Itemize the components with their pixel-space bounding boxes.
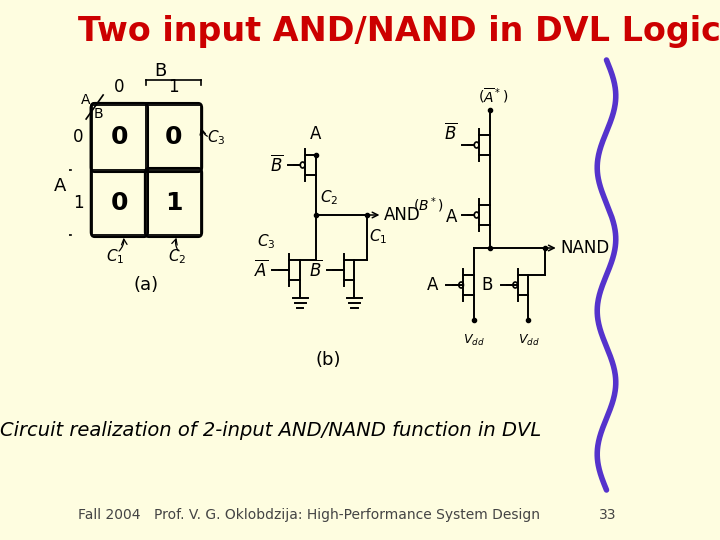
Text: NAND: NAND: [560, 239, 609, 257]
Text: 0: 0: [111, 125, 128, 150]
Text: $\overline{B}$: $\overline{B}$: [309, 260, 322, 280]
Text: $V_{dd}$: $V_{dd}$: [464, 333, 485, 348]
Text: Two input AND/NAND in DVL Logic: Two input AND/NAND in DVL Logic: [78, 16, 720, 49]
Text: $V_{dd}$: $V_{dd}$: [518, 333, 539, 348]
Text: 0: 0: [165, 125, 182, 150]
Text: Prof. V. G. Oklobdzija: High-Performance System Design: Prof. V. G. Oklobdzija: High-Performance…: [155, 508, 541, 522]
Text: $\overline{B}$: $\overline{B}$: [270, 154, 283, 176]
Text: $\overline{B}$: $\overline{B}$: [444, 123, 457, 144]
Text: $C_2$: $C_2$: [168, 248, 186, 266]
Text: B: B: [94, 107, 104, 121]
Text: A: A: [54, 177, 66, 195]
Text: 0: 0: [111, 191, 128, 214]
Text: 0: 0: [73, 129, 84, 146]
Text: $( B^*)$: $( B^*)$: [413, 195, 444, 215]
Text: B: B: [482, 276, 492, 294]
Text: $\overline{A}$: $\overline{A}$: [253, 260, 268, 280]
Text: $C_1$: $C_1$: [369, 228, 387, 246]
Text: 1: 1: [168, 78, 179, 96]
Text: Circuit realization of 2-input AND/NAND function in DVL: Circuit realization of 2-input AND/NAND …: [0, 421, 541, 440]
Text: $C_2$: $C_2$: [320, 188, 338, 207]
Text: A: A: [446, 208, 457, 226]
Text: A: A: [310, 125, 321, 143]
Text: 0: 0: [114, 78, 125, 96]
Text: $(\overline{A}^*)$: $(\overline{A}^*)$: [479, 86, 509, 105]
Text: 1: 1: [165, 191, 182, 214]
Text: (b): (b): [315, 351, 341, 369]
Text: B: B: [154, 62, 166, 80]
Text: AND: AND: [384, 206, 420, 224]
Text: (a): (a): [134, 276, 159, 294]
Bar: [92, 105, 201, 235]
Text: $C_3$: $C_3$: [257, 233, 276, 251]
Text: A: A: [428, 276, 438, 294]
Text: 1: 1: [73, 193, 84, 212]
Text: A: A: [81, 93, 91, 107]
Text: $C_3$: $C_3$: [207, 128, 225, 147]
Text: 33: 33: [599, 508, 616, 522]
Text: Fall 2004: Fall 2004: [78, 508, 141, 522]
Text: $C_1$: $C_1$: [107, 248, 125, 266]
